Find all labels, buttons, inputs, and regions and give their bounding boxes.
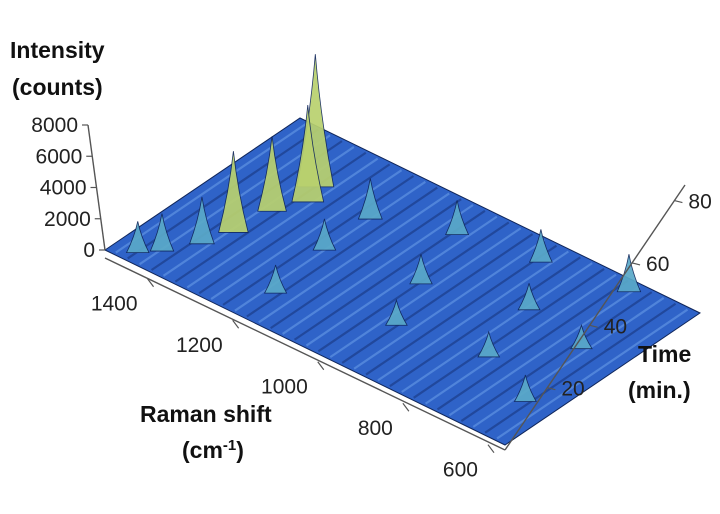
x-axis-ticks: 1400 1200 1000 800 600 [91, 278, 495, 482]
x-tick-label: 1000 [261, 376, 308, 399]
surface-ridge [353, 238, 546, 370]
surface-ridge [389, 256, 581, 388]
surface-peak [291, 105, 325, 203]
x-axis-title-line2: (cm-1) [182, 437, 244, 464]
surface-ridge [270, 198, 462, 330]
surface-ridge [472, 297, 665, 428]
surface-ridge [186, 157, 379, 289]
x-tick-label: 1400 [91, 293, 138, 316]
surface-ridge [329, 227, 522, 359]
surface-peak [189, 196, 215, 245]
x-tick-mark [487, 444, 495, 454]
y-tick-label: 60 [646, 253, 669, 276]
surface-ridge [436, 279, 629, 411]
z-tick-label: 6000 [36, 145, 83, 168]
y-tick-mark [589, 324, 598, 328]
surface-peak [513, 374, 537, 402]
z-tick-label: 4000 [40, 177, 87, 200]
y-axis-title-line1: Time [638, 341, 691, 367]
x-axis-title-line1: Raman shift [140, 401, 272, 427]
surface-peak [257, 136, 287, 212]
x-axis-unit-sup: -1 [223, 437, 236, 454]
surface-ridge [317, 221, 510, 353]
surface-ridge [341, 233, 534, 364]
y-axis-line [504, 184, 686, 451]
y-tick-label: 40 [604, 315, 627, 338]
surface-peak [616, 254, 642, 293]
surface-ridge [198, 163, 391, 295]
surface-peak [312, 218, 337, 251]
surface-ridge [115, 122, 307, 254]
surface-ridge [424, 273, 617, 405]
y-axis-title-line2: (min.) [628, 377, 691, 403]
surface-ridge [496, 308, 689, 440]
surface-peak [357, 178, 383, 220]
x-axis: 1400 1200 1000 800 600 Raman shift (cm-1) [91, 257, 506, 482]
surface-ridge [174, 151, 367, 283]
y-axis-ticks: 20 40 60 80 [547, 191, 712, 401]
surface-peaks [125, 54, 642, 402]
x-tick-label: 1200 [176, 334, 223, 357]
surface-plot [104, 117, 701, 446]
surface-peak [125, 221, 150, 254]
surface-ridge [365, 244, 558, 376]
z-axis-title-line2: (counts) [12, 74, 103, 100]
y-tick-mark [547, 387, 556, 391]
x-tick-mark [402, 402, 410, 412]
z-tick-label: 8000 [31, 114, 78, 137]
x-axis-unit-base: (cm [182, 437, 223, 463]
surface-ridge [281, 204, 474, 335]
x-axis-unit-end: ) [236, 437, 244, 463]
z-tick-label: 0 [83, 239, 95, 262]
surface-ridge [460, 291, 653, 422]
z-axis-ticks: 0 2000 4000 6000 8000 [31, 114, 105, 262]
surface-ridge [377, 250, 569, 382]
surface-ridge [448, 285, 641, 417]
surface-ridge [246, 186, 438, 318]
surface-peak [218, 151, 249, 233]
z-axis: 0 2000 4000 6000 8000 Intensity (counts) [10, 37, 106, 262]
surface-ridge [305, 215, 498, 347]
x-tick-mark [232, 319, 240, 329]
y-tick-label: 80 [688, 191, 711, 214]
y-tick-mark [674, 200, 683, 204]
surface-peak [263, 264, 288, 294]
y-tick-mark [631, 262, 641, 266]
z-tick-label: 2000 [44, 208, 91, 231]
surface-peak [409, 254, 433, 285]
y-axis: 20 40 60 80 Time (min.) [504, 184, 712, 451]
surface-peak [384, 298, 408, 326]
surface-peak [149, 213, 175, 252]
z-axis-title-line1: Intensity [10, 37, 105, 63]
y-tick-label: 20 [561, 378, 584, 401]
surface-peak [445, 200, 470, 236]
x-tick-label: 600 [443, 459, 478, 482]
x-tick-mark [317, 361, 325, 371]
surface-peak [517, 283, 541, 311]
surface-ridge [484, 302, 677, 434]
surface-peak [477, 330, 501, 358]
surface-peak [528, 229, 553, 263]
x-tick-label: 800 [358, 417, 393, 440]
surface-ridge [413, 268, 605, 399]
surface-ridge [258, 192, 450, 324]
surface-ridge [401, 262, 593, 393]
x-axis-line [104, 257, 506, 451]
x-tick-mark [147, 278, 155, 288]
